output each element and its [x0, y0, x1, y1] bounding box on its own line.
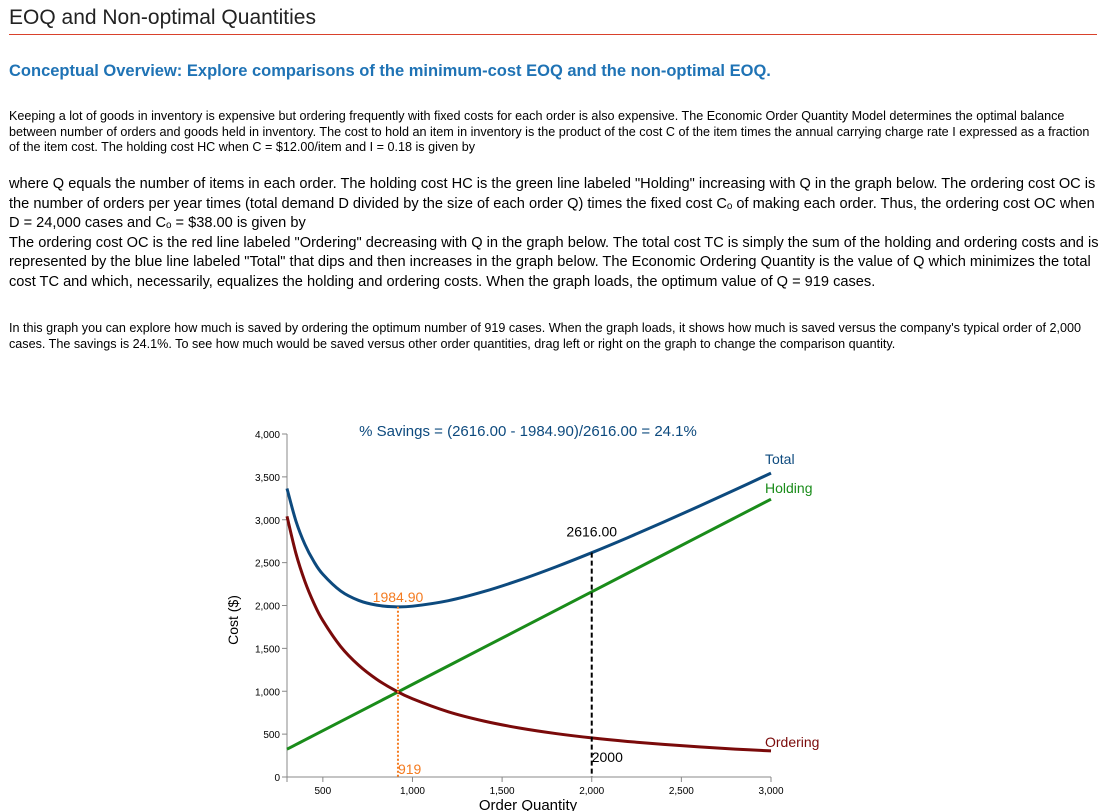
optimum-quantity-label: 919 [398, 761, 422, 777]
y-tick-label: 3,500 [255, 473, 280, 484]
x-axis-label: Order Quantity [479, 797, 578, 811]
y-tick-label: 2,000 [255, 602, 280, 613]
y-tick-label: 3,000 [255, 516, 280, 527]
cost-explanation: where Q equals the number of items in ea… [9, 175, 1099, 292]
y-tick-label: 1,000 [255, 687, 280, 698]
total-series-label: Total [765, 451, 795, 467]
savings-paragraph: In this graph you can explore how much i… [9, 321, 1082, 351]
ordering-cost-line [285, 515, 772, 753]
chart-title: % Savings = (2616.00 - 1984.90)/2616.00 … [359, 423, 697, 440]
comparison-quantity-label: 2000 [592, 749, 623, 765]
eoq-chart[interactable]: % Savings = (2616.00 - 1984.90)/2616.00 … [0, 410, 1120, 811]
title-divider [9, 34, 1097, 35]
y-tick-label: 2,500 [255, 559, 280, 570]
y-tick-label: 1,500 [255, 644, 280, 655]
x-tick-label: 2,500 [669, 786, 694, 797]
x-tick-label: 1,500 [490, 786, 515, 797]
x-tick-label: 2,000 [579, 786, 604, 797]
holding-series-label: Holding [765, 480, 812, 496]
page-title: EOQ and Non-optimal Quantities [9, 6, 316, 29]
total-cost-line [285, 471, 772, 609]
optimum-cost-label: 1984.90 [373, 589, 424, 605]
ordering-series-label: Ordering [765, 734, 819, 750]
intro-paragraph: Keeping a lot of goods in inventory is e… [9, 109, 1090, 154]
holding-cost-line [286, 497, 772, 751]
overview-heading: Conceptual Overview: Explore comparisons… [9, 62, 771, 80]
x-tick-label: 1,000 [400, 786, 425, 797]
y-tick-label: 4,000 [255, 430, 280, 441]
y-axis-label: Cost ($) [225, 595, 241, 645]
ordering-cost-paragraph: where Q equals the number of items in ea… [9, 176, 1096, 231]
y-tick-label: 500 [263, 730, 280, 741]
x-tick-label: 500 [315, 786, 332, 797]
x-tick-label: 3,000 [758, 786, 783, 797]
y-tick-label: 0 [274, 773, 280, 784]
total-cost-paragraph: The ordering cost OC is the red line lab… [9, 234, 1099, 290]
comparison-cost-label: 2616.00 [566, 524, 617, 540]
